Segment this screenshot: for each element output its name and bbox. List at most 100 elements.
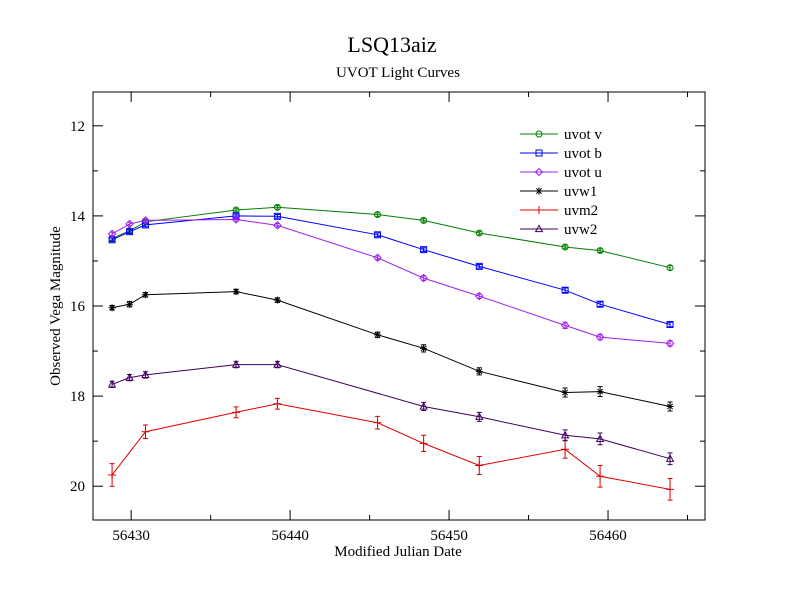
legend-item-uvm2: uvm2	[520, 203, 598, 219]
data-point	[666, 264, 674, 272]
data-point	[561, 243, 569, 251]
error-bar	[274, 214, 280, 219]
data-point	[665, 454, 675, 462]
y-axis-label: Observed Vega Magnitude	[48, 226, 64, 386]
error-bar	[597, 301, 603, 307]
data-point	[125, 219, 134, 229]
legend-label: uvw2	[564, 222, 597, 238]
data-point	[374, 331, 382, 339]
data-point	[419, 401, 428, 410]
data-point	[596, 388, 604, 396]
data-point	[666, 402, 674, 410]
data-point	[419, 439, 428, 448]
legend-label: uvm2	[564, 203, 598, 219]
data-point	[595, 434, 605, 443]
error-bar	[597, 248, 603, 253]
data-point	[560, 321, 570, 330]
data-point	[666, 485, 675, 494]
data-point	[108, 470, 117, 479]
legend-label: uvot v	[564, 127, 602, 143]
legend-label: uvw1	[564, 184, 597, 200]
series-uvw1	[108, 288, 674, 412]
legend-label: uvot u	[564, 165, 602, 181]
data-point	[126, 300, 134, 308]
data-point	[420, 216, 428, 224]
data-point	[232, 408, 241, 417]
legend-marker	[535, 130, 543, 138]
data-point	[108, 304, 116, 312]
error-bar	[421, 247, 427, 252]
error-bar	[476, 230, 482, 236]
series-line	[111, 403, 671, 490]
legend-item-uvw2: uvw2	[520, 222, 597, 238]
error-bar	[667, 321, 673, 328]
x-tick-label: 56430	[112, 528, 150, 544]
x-tick-label: 56460	[589, 528, 627, 544]
data-point	[475, 262, 483, 270]
series-uvot-b	[108, 212, 674, 328]
y-tick-label: 14	[70, 209, 86, 225]
data-point	[595, 332, 605, 342]
data-point	[231, 215, 241, 224]
legend-marker	[534, 224, 544, 233]
error-bar	[233, 207, 239, 213]
data-point	[232, 288, 240, 296]
data-point	[273, 203, 281, 211]
legend-item-uvw1: uvw1	[520, 184, 597, 200]
error-bar	[274, 205, 280, 210]
x-tick-label: 56440	[271, 528, 309, 544]
series-uvm2	[108, 397, 675, 501]
data-point	[126, 228, 134, 236]
legend-item-uvot-v: uvot v	[520, 127, 602, 143]
data-point	[107, 229, 117, 239]
legend-item-uvot-b: uvot b	[520, 146, 602, 162]
error-bar	[421, 218, 427, 223]
data-point	[475, 412, 484, 420]
legend: uvot v uvot b uvot u uvw1 uvm2 uvw2	[520, 127, 602, 238]
error-bar	[476, 264, 482, 269]
data-point	[141, 427, 150, 436]
data-point	[374, 211, 382, 219]
legend-marker	[535, 187, 543, 195]
data-point	[596, 472, 605, 481]
data-point	[561, 445, 570, 454]
data-point	[561, 286, 569, 294]
legend-marker	[535, 206, 543, 214]
series-line	[111, 364, 671, 460]
data-point	[596, 247, 604, 255]
data-point	[419, 273, 428, 283]
data-point	[273, 221, 282, 230]
data-point	[475, 461, 484, 470]
error-bar	[375, 232, 381, 238]
data-point	[596, 300, 604, 308]
data-point	[475, 367, 483, 375]
data-point	[141, 216, 150, 225]
data-point	[665, 339, 675, 348]
error-bar	[597, 333, 603, 341]
data-point	[561, 389, 569, 397]
legend-marker	[535, 149, 543, 157]
data-point	[125, 372, 134, 381]
data-point	[273, 399, 282, 408]
data-point	[666, 320, 674, 328]
chart-subtitle: UVOT Light Curves	[336, 65, 460, 81]
error-bar	[562, 287, 568, 293]
data-point	[273, 359, 282, 368]
data-point	[373, 418, 382, 427]
x-axis-label: Modified Julian Date	[334, 544, 462, 560]
plot-area: 56430 56440 56450 56460 12 14 16 18 20	[70, 91, 706, 544]
data-point	[374, 231, 382, 239]
y-tick-label: 12	[70, 119, 85, 135]
data-point	[475, 229, 483, 237]
x-tick-label: 56450	[430, 528, 468, 544]
data-point	[141, 291, 149, 299]
error-bar	[127, 229, 133, 234]
y-tick-label: 18	[70, 389, 85, 405]
series-uvot-u	[107, 215, 675, 348]
data-point	[231, 359, 241, 368]
data-point	[560, 430, 570, 439]
data-point	[420, 246, 428, 254]
series-uvw2	[107, 359, 675, 466]
data-point	[273, 296, 281, 304]
